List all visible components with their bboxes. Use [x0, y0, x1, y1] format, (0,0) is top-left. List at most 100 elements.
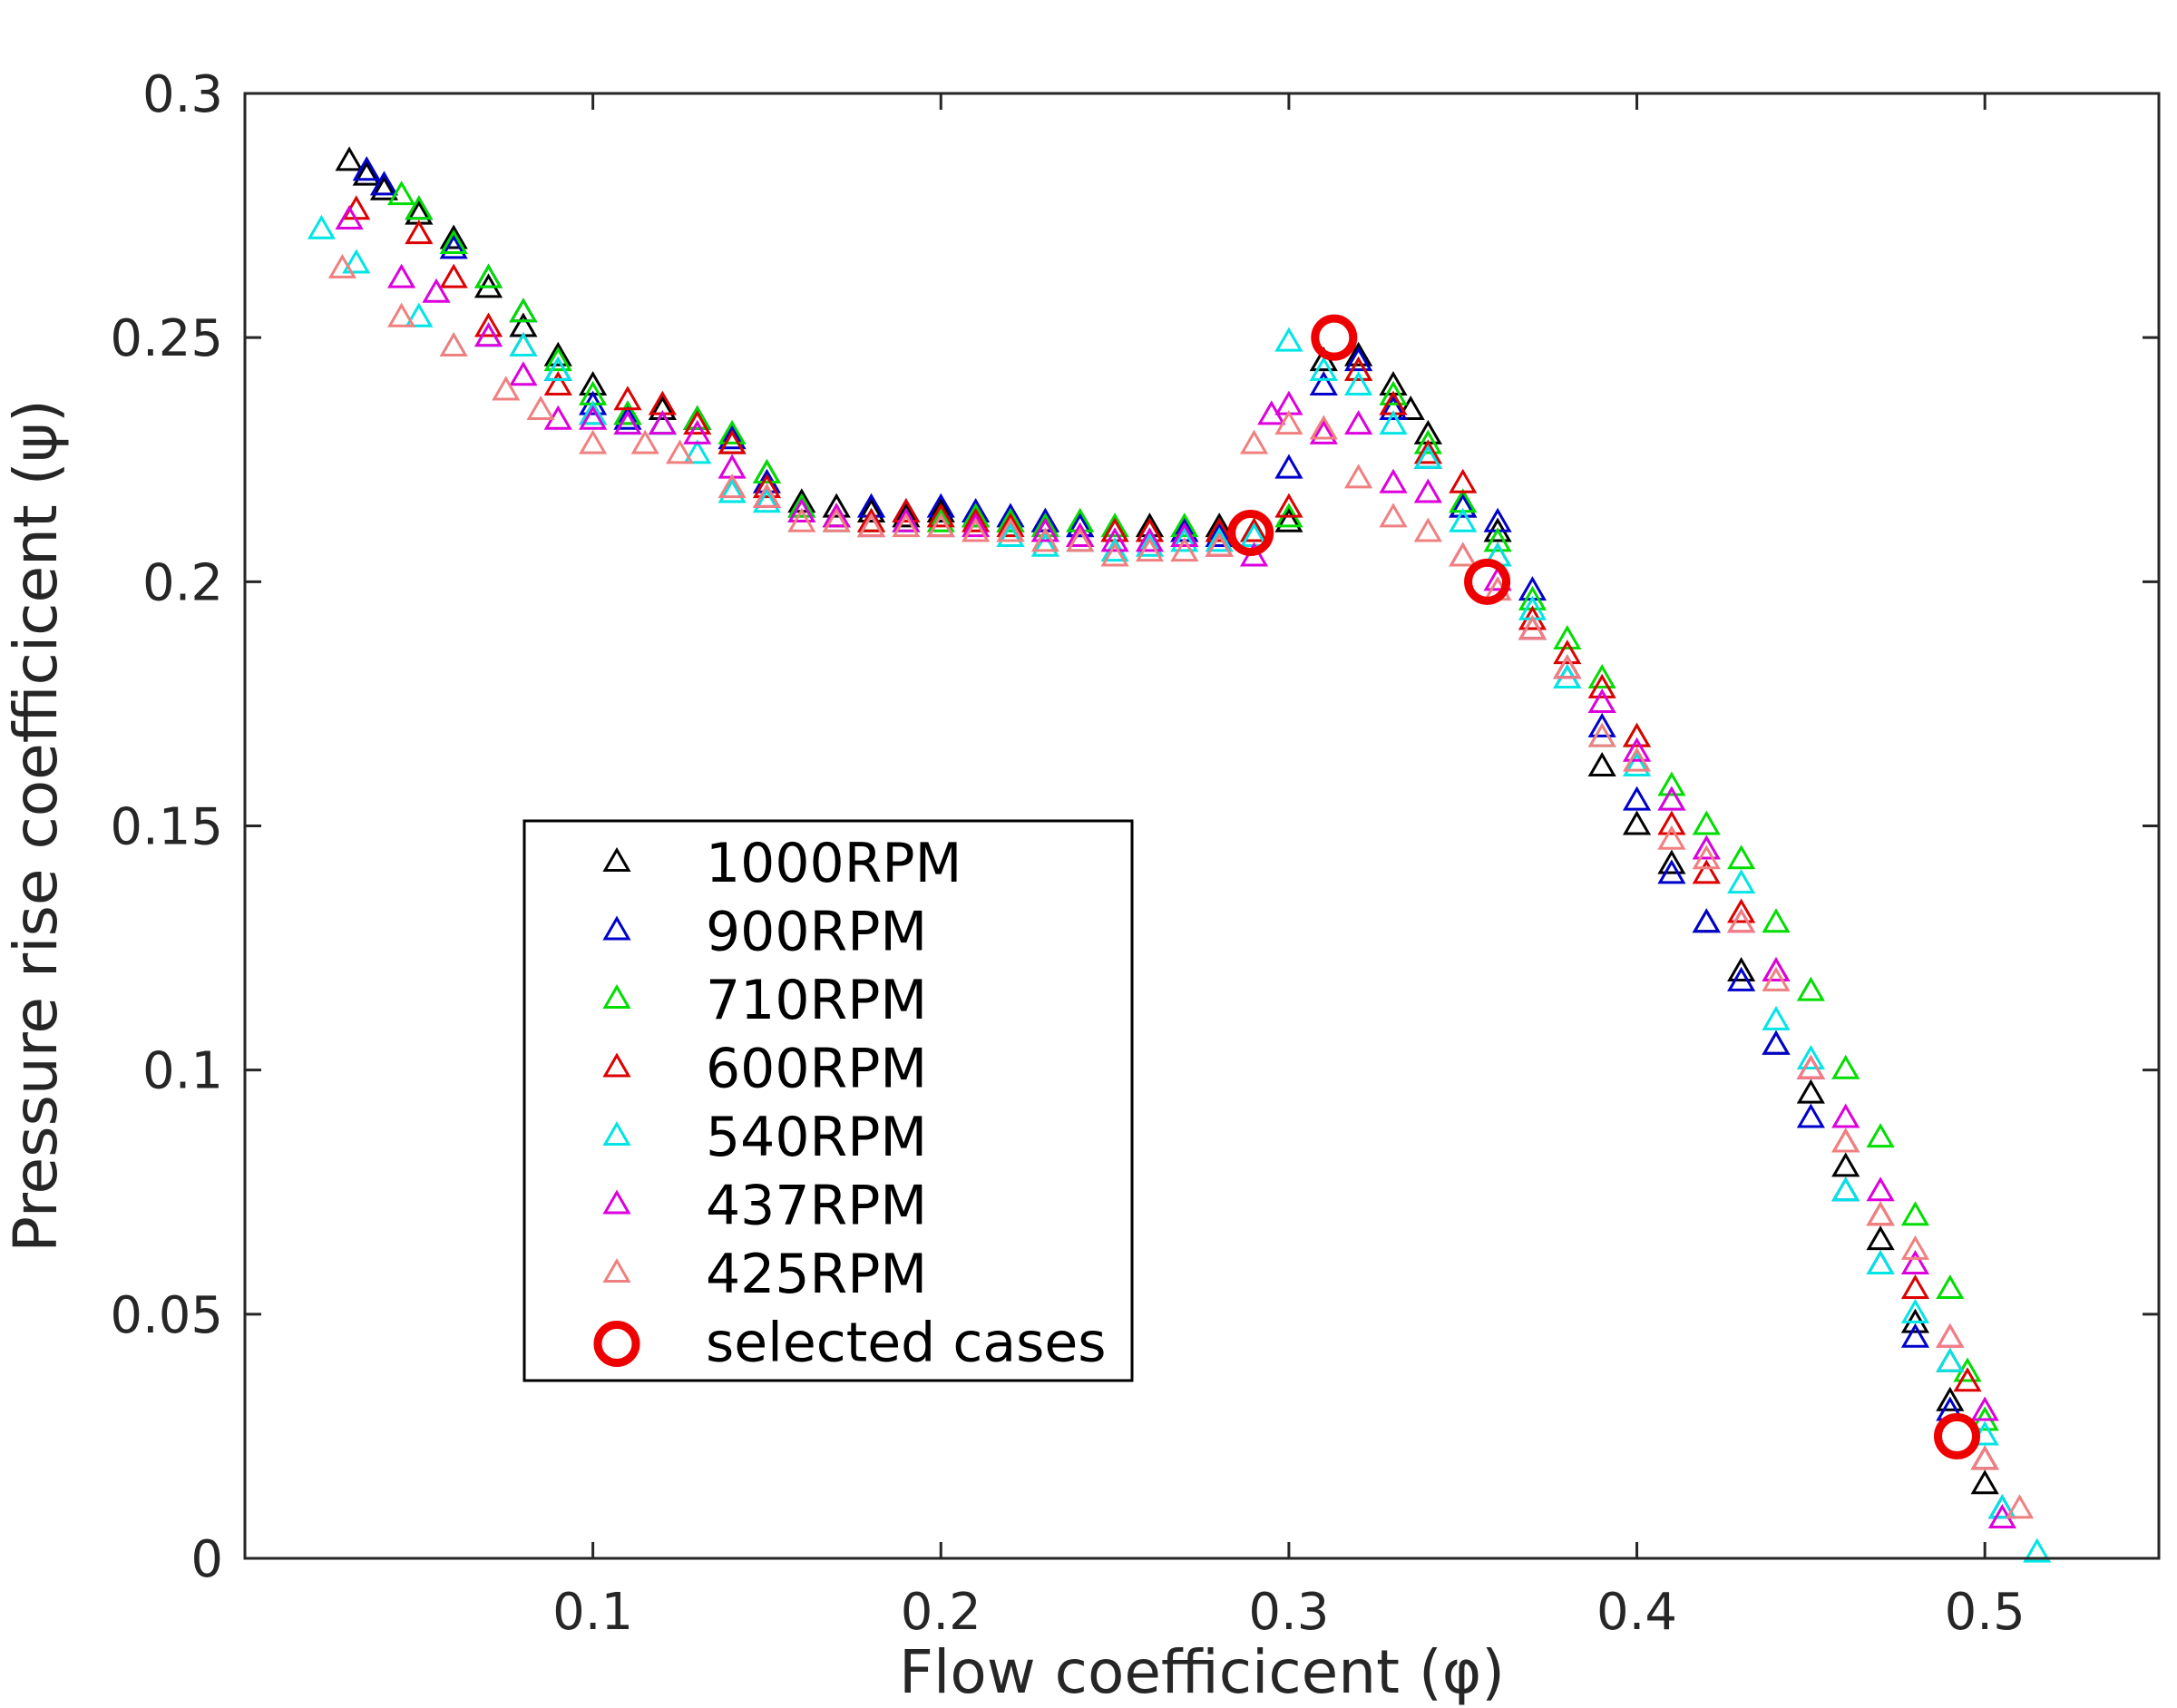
point-540rpm: [1309, 356, 1338, 381]
point-1000rpm: [1796, 1078, 1825, 1104]
point-540rpm: [1796, 1044, 1825, 1069]
point-540rpm: [2023, 1537, 2052, 1563]
point-437rpm: [1170, 522, 1199, 547]
point-437rpm: [683, 419, 712, 444]
point-900rpm: [369, 171, 399, 196]
point-selected-cases: [1311, 314, 1358, 361]
point-425rpm: [1900, 1235, 1930, 1260]
point-710rpm: [962, 503, 991, 528]
point-437rpm: [1692, 834, 1721, 860]
point-425rpm: [1239, 429, 1269, 454]
point-540rpm: [1987, 1494, 2016, 1519]
point-437rpm: [1066, 522, 1095, 547]
point-600rpm: [1587, 673, 1616, 698]
point-710rpm: [1553, 624, 1582, 649]
point-1000rpm: [856, 498, 886, 523]
point-600rpm: [439, 263, 468, 288]
point-710rpm: [1587, 664, 1616, 689]
point-1000rpm: [1587, 751, 1616, 776]
point-710rpm: [1900, 1201, 1930, 1226]
point-437rpm: [648, 410, 677, 435]
point-425rpm: [1379, 503, 1408, 528]
point-437rpm: [1344, 410, 1373, 435]
point-437rpm: [1622, 737, 1652, 762]
point-600rpm: [996, 512, 1025, 538]
point-425rpm: [526, 395, 555, 420]
point-900rpm: [439, 234, 468, 259]
y-tick-label: 0.05: [110, 1286, 223, 1345]
point-425rpm: [1205, 532, 1234, 557]
point-900rpm: [1066, 512, 1095, 538]
point-540rpm: [543, 356, 572, 381]
point-900rpm: [1587, 712, 1616, 737]
point-437rpm: [1762, 957, 1791, 982]
legend-marker-425rpm: [602, 1258, 631, 1283]
point-437rpm: [1309, 419, 1338, 444]
point-437rpm: [1970, 1396, 1999, 1421]
point-900rpm: [1309, 371, 1338, 396]
point-900rpm: [1449, 493, 1478, 518]
point-437rpm: [1866, 1176, 1895, 1202]
x-tick-label: 0.1: [552, 1583, 633, 1642]
point-425rpm: [1135, 537, 1165, 562]
y-tick-label: 0.3: [142, 65, 223, 124]
point-437rpm: [1831, 1103, 1860, 1128]
point-540rpm: [307, 214, 336, 239]
point-425rpm: [856, 512, 886, 538]
point-600rpm: [892, 498, 921, 523]
point-437rpm: [787, 498, 816, 523]
legend-marker-600rpm: [602, 1052, 631, 1078]
point-425rpm: [579, 429, 608, 454]
point-425rpm: [387, 302, 416, 327]
point-1000rpm: [1936, 1386, 1965, 1411]
point-900rpm: [1727, 966, 1756, 991]
point-710rpm: [509, 298, 538, 323]
point-425rpm: [1309, 415, 1338, 440]
point-425rpm: [1030, 527, 1059, 552]
point-425rpm: [492, 376, 521, 401]
point-710rpm: [683, 405, 712, 430]
point-425rpm: [1831, 1127, 1860, 1153]
point-1000rpm: [648, 395, 677, 420]
point-437rpm: [422, 278, 451, 303]
point-600rpm: [962, 507, 991, 532]
point-600rpm: [1953, 1367, 1982, 1392]
legend-label-900rpm: 900RPM: [706, 901, 927, 964]
legend-label-710rpm: 710RPM: [706, 969, 927, 1032]
point-600rpm: [752, 473, 782, 499]
x-tick-label: 0.4: [1596, 1583, 1677, 1642]
point-600rpm: [1622, 722, 1652, 747]
point-900rpm: [1692, 908, 1721, 933]
point-540rpm: [1449, 507, 1478, 532]
point-425rpm: [1936, 1322, 1965, 1348]
point-425rpm: [1762, 966, 1791, 991]
point-425rpm: [1727, 908, 1756, 933]
legend-marker-540rpm: [602, 1121, 631, 1147]
point-900rpm: [1657, 859, 1686, 884]
point-600rpm: [1344, 356, 1373, 381]
point-600rpm: [1692, 859, 1721, 884]
point-710rpm: [1796, 976, 1825, 1001]
point-600rpm: [683, 410, 712, 435]
point-540rpm: [1344, 371, 1373, 396]
x-tick-label: 0.2: [901, 1583, 981, 1642]
point-425rpm: [1413, 517, 1442, 542]
point-600rpm: [1239, 517, 1269, 542]
point-710rpm: [1413, 429, 1442, 454]
point-600rpm: [718, 429, 747, 454]
point-900rpm: [613, 405, 642, 430]
x-tick-label: 0.5: [1945, 1583, 2026, 1642]
point-1000rpm: [1396, 395, 1425, 420]
point-600rpm: [1274, 493, 1303, 518]
point-900rpm: [1379, 395, 1408, 420]
point-900rpm: [1344, 346, 1373, 372]
point-600rpm: [1413, 439, 1442, 464]
point-900rpm: [1274, 454, 1303, 479]
point-600rpm: [473, 312, 503, 337]
point-540rpm: [1936, 1347, 1965, 1372]
point-600rpm: [1900, 1274, 1930, 1299]
point-437rpm: [1100, 527, 1129, 552]
axis-ticks: 0.1 0.2 0.3 0.4 0.5 0 0.05 0.1 0.15 0.2 0.25 0.3: [110, 65, 2159, 1642]
point-425rpm: [1657, 825, 1686, 850]
